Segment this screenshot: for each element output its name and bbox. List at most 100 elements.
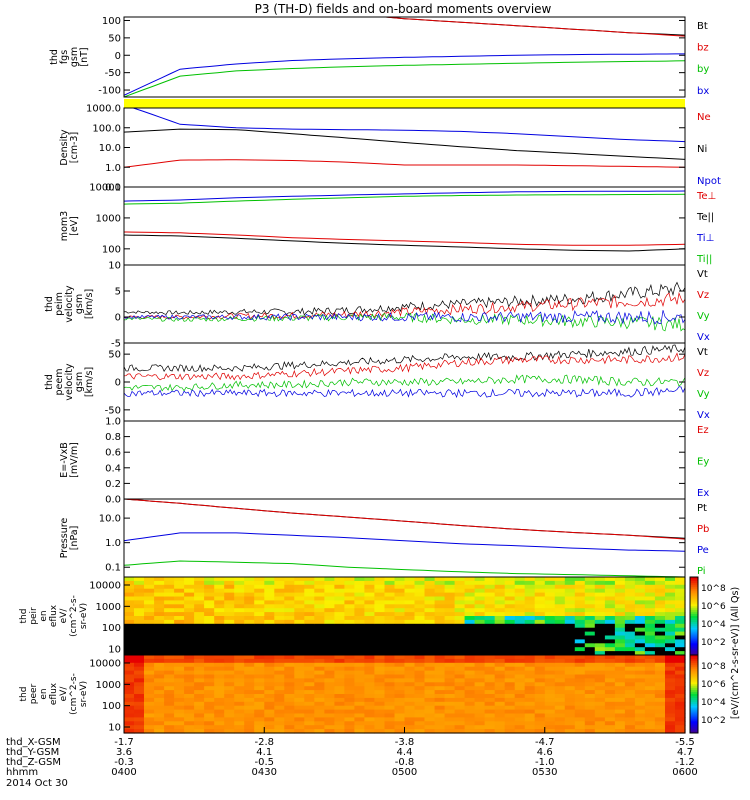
spec-cell <box>464 705 476 711</box>
spec-cell <box>304 709 315 715</box>
spec-cell <box>474 690 486 695</box>
spec-cell <box>394 643 406 648</box>
spec-cell <box>444 608 456 613</box>
spec-cell <box>364 729 375 734</box>
spec-cell <box>234 627 245 633</box>
spec-cell <box>174 612 185 617</box>
spec-cell <box>594 670 606 676</box>
spec-cell <box>354 729 365 734</box>
spec-cell <box>364 690 375 695</box>
spec-cell <box>324 725 335 730</box>
spec-cell <box>184 662 195 668</box>
spec-cell <box>654 670 666 676</box>
spec-cell <box>424 666 436 672</box>
spec-cell <box>644 729 656 734</box>
spec-cell <box>604 639 616 644</box>
spec-cell <box>454 584 466 590</box>
spec-cell <box>624 651 636 656</box>
spec-cell <box>564 623 576 629</box>
spec-cell <box>514 729 526 734</box>
spec-cell <box>454 647 466 652</box>
spec-cell <box>264 616 275 621</box>
spec-cell <box>264 686 275 691</box>
spec-cell <box>574 608 586 613</box>
spec-cell <box>444 643 456 648</box>
spec-cell <box>614 662 626 668</box>
spec-cell <box>234 678 245 683</box>
spec-cell <box>314 725 325 730</box>
spec-cell <box>634 686 646 691</box>
spec-cell <box>384 709 396 715</box>
spec-cell <box>254 697 265 703</box>
spec-cell <box>284 584 295 590</box>
spec-cell <box>484 690 496 695</box>
spec-cell <box>634 709 646 715</box>
spec-cell <box>144 729 155 734</box>
y-axis-label: [nT] <box>79 47 90 66</box>
spec-cell <box>604 697 616 703</box>
spec-cell <box>574 616 586 621</box>
spec-cell <box>264 623 275 629</box>
spec-cell <box>574 580 586 586</box>
spec-cell <box>284 701 295 707</box>
spec-cell <box>614 616 626 621</box>
spec-cell <box>534 686 546 691</box>
spec-cell <box>214 639 225 644</box>
spec-cell <box>604 678 616 683</box>
spec-cell <box>134 651 145 656</box>
spec-cell <box>214 694 225 699</box>
spec-cell <box>404 678 416 683</box>
colorbar-cell <box>690 719 698 722</box>
spec-cell <box>534 694 546 699</box>
spec-cell <box>624 670 636 676</box>
spec-cell <box>294 588 305 594</box>
spec-cell <box>654 639 666 644</box>
spec-cell <box>194 647 205 652</box>
spec-cell <box>354 701 365 707</box>
spec-cell <box>344 666 355 672</box>
y-tick-label: 1000 <box>96 213 121 224</box>
spec-cell <box>334 651 345 656</box>
spec-cell <box>334 623 345 629</box>
spec-cell <box>424 647 436 652</box>
spec-cell <box>324 674 335 679</box>
spec-cell <box>594 666 606 672</box>
spec-cell <box>154 655 165 660</box>
spec-cell <box>344 709 355 715</box>
spec-cell <box>414 631 426 637</box>
spec-cell <box>434 647 446 652</box>
spec-cell <box>174 631 185 637</box>
spec-cell <box>584 592 596 598</box>
spec-cell <box>144 639 155 644</box>
spec-cell <box>274 588 285 594</box>
spec-cell <box>584 655 596 660</box>
spec-cell <box>534 584 546 590</box>
colorbar-cell <box>690 645 698 648</box>
spec-cell <box>134 577 145 582</box>
spec-cell <box>234 713 245 718</box>
spec-cell <box>614 701 626 707</box>
spec-cell <box>164 643 175 648</box>
y-axis-label: eflux <box>49 604 59 627</box>
spec-cell <box>454 631 466 637</box>
spec-cell <box>384 580 396 586</box>
spec-cell <box>254 658 265 664</box>
spec-cell <box>354 577 365 582</box>
spec-cell <box>634 596 646 601</box>
spec-cell <box>384 643 396 648</box>
spec-cell <box>134 623 145 629</box>
spec-cell <box>214 588 225 594</box>
spec-cell <box>384 608 396 613</box>
spec-cell <box>164 651 175 656</box>
spec-cell <box>314 580 325 586</box>
spec-cell <box>464 600 476 605</box>
series-mom-1 <box>123 234 686 252</box>
spec-cell <box>504 647 516 652</box>
spec-cell <box>154 686 165 691</box>
series-mom-2 <box>123 190 686 202</box>
spec-cell <box>204 580 215 586</box>
spec-cell <box>394 678 406 683</box>
spec-cell <box>524 721 536 726</box>
spec-cell <box>614 690 626 695</box>
spec-cell <box>634 729 646 734</box>
